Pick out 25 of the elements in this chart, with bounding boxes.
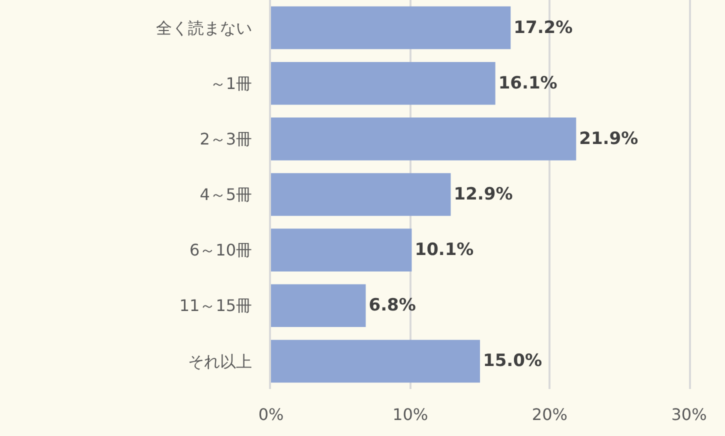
y-tick-label: 4～5冊 [200,185,252,204]
bar [271,6,511,50]
data-label: 21.9% [579,128,638,149]
bar [271,284,366,328]
x-tick-label: 10% [392,405,428,424]
data-label: 15.0% [483,351,542,372]
y-tick-label: 11～15冊 [179,296,252,316]
y-tick-label: ～1冊 [210,74,252,93]
y-tick-label: 6～10冊 [190,240,252,260]
data-label: 17.2% [514,18,573,38]
bar [271,340,480,383]
bar [271,228,412,272]
x-tick-label: 20% [532,405,568,424]
bar [271,173,451,216]
data-label: 12.9% [454,184,513,205]
y-tick-label: 全く読まない [156,18,252,38]
bar [271,62,496,105]
y-tick-label: それ以上 [188,352,252,371]
x-tick-label: 30% [671,405,707,424]
y-tick-label: 2～3冊 [200,130,252,149]
data-label: 10.1% [414,240,474,260]
x-tick-label: 0% [258,405,284,424]
bar [271,118,576,160]
data-label: 6.8% [368,296,416,316]
data-label: 16.1% [498,73,558,94]
